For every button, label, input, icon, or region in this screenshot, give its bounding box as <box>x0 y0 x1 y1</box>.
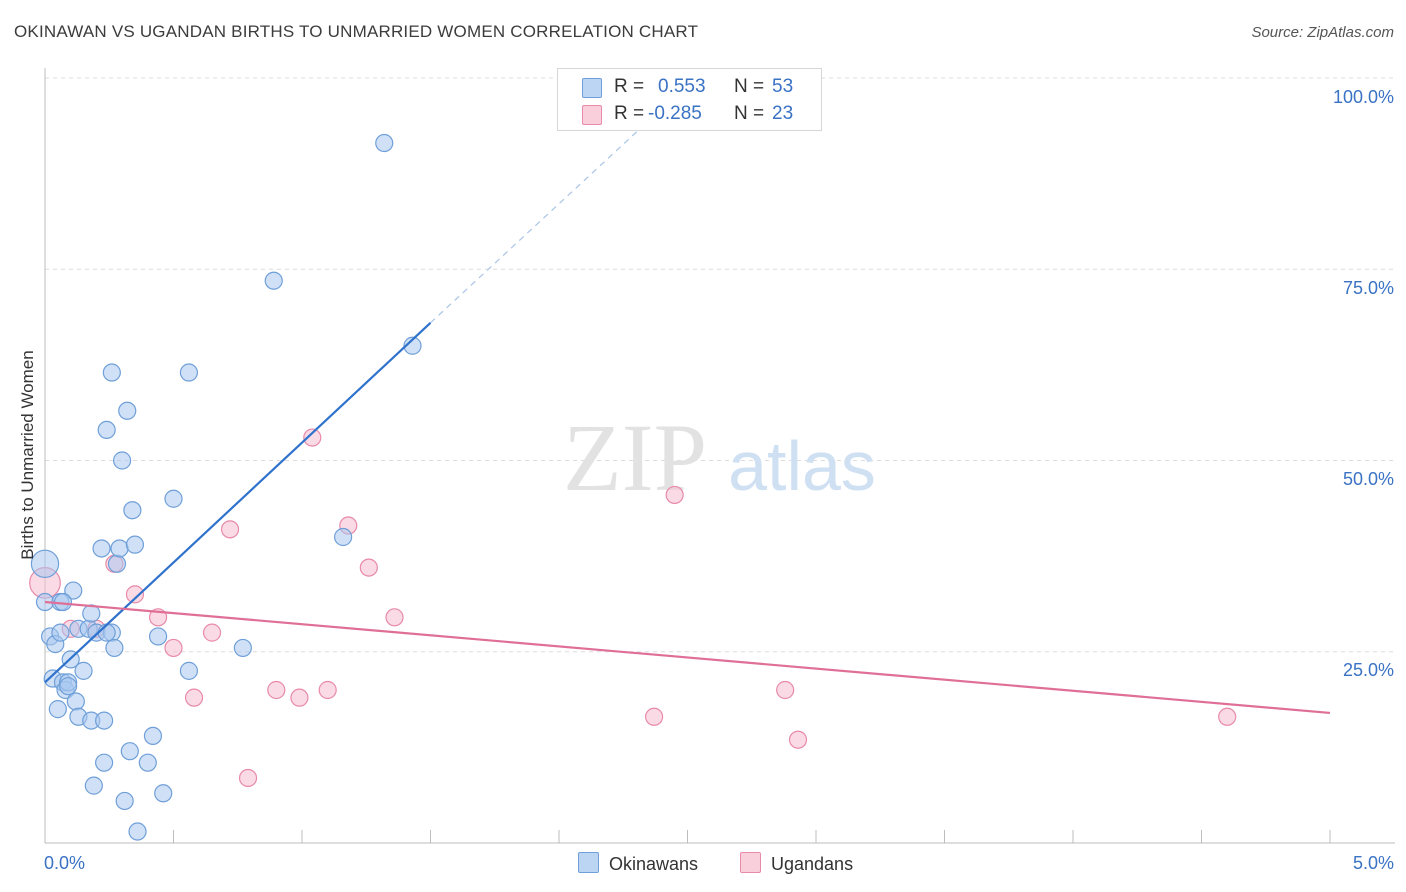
y-tick-label: 25.0% <box>1342 660 1394 680</box>
n-label: N = <box>734 103 765 124</box>
x-tick-label: 5.0% <box>1352 853 1394 873</box>
data-point <box>220 520 240 539</box>
data-point <box>118 401 137 420</box>
data-point <box>264 271 283 290</box>
data-point <box>59 677 78 696</box>
data-point <box>97 623 116 642</box>
ugandans-trend-line <box>44 600 1331 715</box>
watermark-atlas: atlas <box>728 427 876 505</box>
data-point <box>107 554 127 573</box>
data-point <box>385 608 404 627</box>
y-tick-label: 75.0% <box>1342 278 1394 298</box>
grid <box>45 77 1395 653</box>
data-point <box>112 451 132 470</box>
data-point <box>64 581 83 600</box>
watermark: ZIP atlas <box>563 404 876 511</box>
data-point <box>95 711 114 730</box>
data-point <box>115 791 134 811</box>
axes <box>44 68 1395 844</box>
data-point <box>74 661 93 680</box>
chart-title: OKINAWAN VS UGANDAN BIRTHS TO UNMARRIED … <box>14 22 699 41</box>
data-point <box>143 726 163 746</box>
data-point <box>128 822 147 841</box>
data-point <box>95 753 114 772</box>
okinawans-legend-swatch <box>578 852 599 873</box>
data-point <box>202 623 222 642</box>
ugandans-r-value: -0.285 <box>648 103 702 124</box>
data-point <box>154 784 173 803</box>
data-point <box>102 363 121 382</box>
data-point <box>776 680 795 700</box>
y-axis-label: Births to Unmarried Women <box>18 350 37 560</box>
data-point <box>665 485 684 505</box>
series-okinawans <box>30 133 422 841</box>
data-point <box>30 549 60 578</box>
data-point <box>164 489 183 508</box>
n-label: N = <box>734 76 765 97</box>
data-point <box>644 707 664 726</box>
data-point <box>375 133 394 153</box>
okinawans-swatch <box>582 78 602 98</box>
okinawans-trend-line <box>44 321 432 684</box>
data-point <box>105 638 124 658</box>
okinawans-n-value: 53 <box>772 76 794 97</box>
data-point <box>788 730 808 749</box>
data-point <box>97 420 116 439</box>
data-point <box>120 742 139 761</box>
data-point <box>290 688 309 707</box>
y-tick-label: 100.0% <box>1332 87 1394 107</box>
data-point <box>267 680 286 700</box>
data-point <box>123 501 142 520</box>
legend-okinawans: Okinawans <box>578 852 698 875</box>
data-point <box>66 692 85 711</box>
trend-lines <box>44 108 1331 715</box>
ugandans-n-value: 23 <box>772 103 794 124</box>
data-point <box>179 661 199 680</box>
data-point <box>138 753 157 772</box>
x-tick-label: 0.0% <box>44 853 86 873</box>
data-point <box>92 539 111 558</box>
okinawans-legend-label: Okinawans <box>609 854 699 874</box>
source-label: Source: ZipAtlas.com <box>1251 24 1394 41</box>
data-point <box>403 336 422 355</box>
data-point <box>184 688 204 707</box>
r-label: R = <box>614 76 645 97</box>
data-point <box>51 623 70 642</box>
data-point <box>164 638 183 658</box>
data-point <box>334 527 353 547</box>
data-point <box>233 638 252 658</box>
data-point <box>179 363 199 382</box>
ugandans-legend-swatch <box>740 852 761 873</box>
correlation-legend: R = 0.553 N = 53 R = -0.285 N = 23 <box>557 68 822 131</box>
data-point <box>148 627 168 646</box>
data-point <box>238 768 258 788</box>
data-point <box>359 558 378 577</box>
data-point <box>84 776 103 795</box>
data-point <box>48 700 67 719</box>
okinawans-trend-extension <box>430 108 663 324</box>
data-point <box>1218 707 1237 726</box>
data-point <box>125 585 145 604</box>
data-point <box>318 680 337 700</box>
ugandans-swatch <box>582 105 602 125</box>
legend-ugandans: Ugandans <box>740 852 853 875</box>
y-tick-label: 50.0% <box>1342 469 1394 489</box>
r-label: R = <box>614 103 645 124</box>
data-point <box>125 535 145 554</box>
data-point <box>110 539 129 558</box>
watermark-zip: ZIP <box>563 404 707 511</box>
data-point <box>303 428 322 447</box>
okinawans-r-value: 0.553 <box>658 76 706 97</box>
ugandans-legend-label: Ugandans <box>771 854 854 874</box>
